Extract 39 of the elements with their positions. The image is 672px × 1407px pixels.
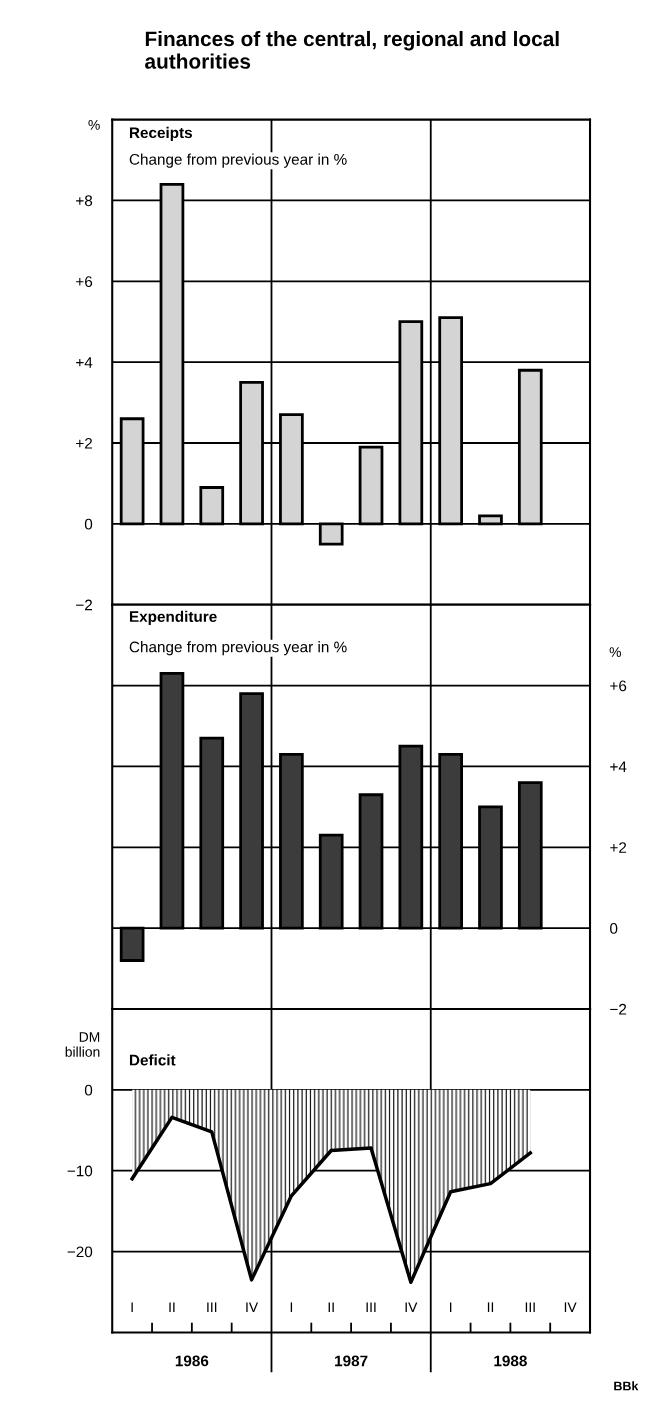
text: Deficit: [129, 1054, 176, 1066]
y2-tick-label: −2: [610, 1003, 627, 1015]
x-tick-label: III: [366, 1302, 376, 1312]
y2-tick-label: +2: [610, 842, 627, 853]
x-tick-label: III: [207, 1302, 217, 1312]
text: BBk: [614, 1381, 639, 1391]
y-tick-label: +8: [76, 195, 93, 207]
chart-title: Receipts: [129, 126, 193, 142]
y-tick-label: −10: [67, 1165, 93, 1177]
x-tick-label: I: [131, 1302, 133, 1312]
chart-title: Expenditure: [129, 610, 217, 626]
text: Change from previous year in %: [129, 153, 347, 168]
y-tick-label: +4: [76, 357, 93, 368]
x-tick-label: I: [450, 1302, 452, 1312]
text: Change from previous year in %: [129, 641, 347, 656]
text: 1988: [494, 1355, 527, 1367]
y-tick-label: +6: [76, 276, 93, 287]
y2-tick-label: +6: [610, 680, 627, 692]
y2-axis-title: %: [609, 647, 621, 657]
y-axis-title: DM billion: [65, 1032, 100, 1057]
x-tick-label: II: [169, 1302, 175, 1312]
y-tick-label: −2: [76, 599, 93, 611]
y-tick-label: −20: [67, 1246, 93, 1258]
y2-tick-label: +4: [610, 761, 627, 772]
x-tick-label: I: [290, 1302, 293, 1312]
x-tick-label: II: [487, 1302, 494, 1312]
x-tick-label: II: [328, 1302, 334, 1312]
text: 1986: [175, 1355, 209, 1367]
text: 1987: [335, 1355, 368, 1367]
y-tick-label: 0: [84, 1084, 93, 1096]
x-tick-label: IV: [246, 1302, 259, 1312]
y-axis-title: %: [88, 120, 100, 130]
y2-tick-label: 0: [610, 923, 618, 934]
x-tick-label: IV: [405, 1302, 418, 1312]
y-tick-label: 0: [84, 518, 93, 530]
x-tick-label: IV: [564, 1302, 577, 1312]
text: Finances of the central, regional and local authorities: [145, 30, 559, 69]
y-tick-label: +2: [76, 437, 93, 449]
x-tick-label: III: [525, 1302, 535, 1312]
